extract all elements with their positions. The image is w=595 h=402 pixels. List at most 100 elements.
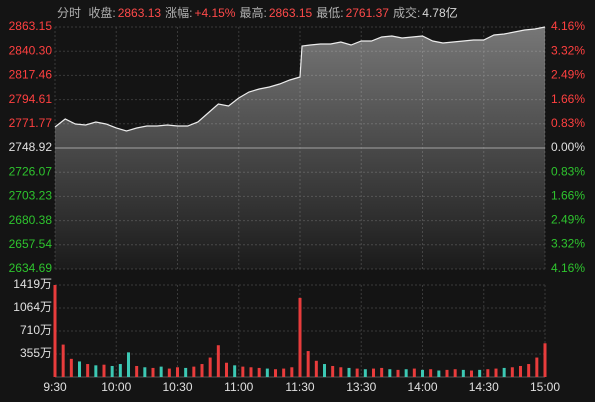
x-tick-label: 10:00 xyxy=(101,380,131,394)
volume-bar xyxy=(470,370,473,377)
volume-bar xyxy=(331,365,335,377)
volume-bar xyxy=(494,368,498,377)
stat-label: 收盘: xyxy=(88,6,116,20)
y2-tick-label: 0.83% xyxy=(551,116,585,130)
volume-bar xyxy=(192,366,196,377)
volume-bar xyxy=(225,362,228,377)
y2-tick-label: 3.32% xyxy=(551,237,585,251)
y2-tick-label: 4.16% xyxy=(551,19,585,33)
volume-bar xyxy=(61,344,65,377)
volume-bar xyxy=(274,369,277,377)
mode: 分时 xyxy=(57,6,82,20)
volume-bar xyxy=(86,364,90,377)
volume-bar xyxy=(404,369,408,377)
volume-bar xyxy=(396,369,400,377)
volume-bar xyxy=(265,368,269,377)
volume-bar xyxy=(94,365,98,377)
y-tick-label: 355万 xyxy=(20,346,52,360)
volume-bar xyxy=(437,370,441,377)
y2-tick-label: 2.49% xyxy=(551,68,585,82)
volume-bar xyxy=(216,345,220,377)
volume-bar xyxy=(257,367,261,377)
volume-bar xyxy=(167,368,171,377)
y-tick-label: 1419万 xyxy=(13,277,52,291)
volume-bar xyxy=(233,365,237,377)
volume-bar xyxy=(527,364,531,377)
y-tick-label: 2748.92 xyxy=(9,140,53,154)
volume-bar xyxy=(69,358,73,377)
volume-bar xyxy=(118,364,122,377)
volume-bar xyxy=(208,357,212,377)
volume-bar xyxy=(453,369,457,377)
volume-bar xyxy=(176,367,179,377)
volume-bar xyxy=(249,367,253,377)
stat-value: +4.15% xyxy=(194,6,236,20)
volume-bar xyxy=(298,297,302,377)
volume-bar xyxy=(143,367,147,377)
y2-tick-label: 3.32% xyxy=(551,44,585,58)
x-tick-label: 11:00 xyxy=(224,380,253,394)
volume-bar xyxy=(241,366,245,377)
header: 分时 收盘: 2863.13 涨幅: +4.15% 最高: 2863.15 最低: 2761.… xyxy=(57,4,462,21)
price-line xyxy=(54,26,546,132)
volume-bar xyxy=(478,369,482,377)
x-tick-label: 11:30 xyxy=(285,380,314,394)
volume-bar xyxy=(339,367,343,377)
volume-bar xyxy=(486,369,490,377)
stat-value: 2863.13 xyxy=(117,6,162,20)
stat-label: 最高: xyxy=(239,6,267,20)
volume-bar xyxy=(388,369,392,377)
volume-bar xyxy=(184,367,188,377)
volume-bar xyxy=(429,369,433,377)
volume-bar xyxy=(290,367,294,377)
x-tick-label: 14:30 xyxy=(469,380,499,394)
volume-bar xyxy=(151,367,155,377)
y-tick-label: 2840.30 xyxy=(9,43,53,57)
volume-bar xyxy=(535,357,539,377)
area-fill xyxy=(55,27,545,270)
y2-tick-label: 1.66% xyxy=(551,92,585,106)
volume-bar xyxy=(421,369,424,377)
x-tick-label: 9:30 xyxy=(43,380,67,394)
volume-bar xyxy=(102,364,106,377)
volume-bar xyxy=(200,364,204,377)
x-tick-label: 15:00 xyxy=(530,380,560,394)
stat-label: 成交: xyxy=(392,6,421,20)
x-tick-label: 14:00 xyxy=(407,380,437,394)
volume-bar xyxy=(502,367,506,377)
volume-bar xyxy=(135,365,139,377)
volume-bar xyxy=(323,364,326,377)
volume-bar xyxy=(159,366,163,377)
volume-bar xyxy=(363,369,367,377)
y-tick-label: 2794.61 xyxy=(9,92,53,106)
volume-bar xyxy=(412,368,416,377)
volume-bar xyxy=(461,369,465,377)
y2-tick-label: 0.83% xyxy=(551,164,585,178)
y-tick-label: 1064万 xyxy=(13,300,52,314)
stat-label: 最低: xyxy=(316,6,344,20)
y2-tick-label: 4.16% xyxy=(551,261,585,275)
y-tick-label: 2657.54 xyxy=(9,237,53,251)
stat-value: 2761.37 xyxy=(345,6,389,20)
volume-bar xyxy=(127,352,130,377)
y2-tick-label: 1.66% xyxy=(551,188,585,202)
volume-bar xyxy=(110,365,114,377)
stat-value: 4.78亿 xyxy=(422,6,458,20)
x-tick-label: 13:30 xyxy=(346,380,376,394)
y2-tick-label: 2.49% xyxy=(551,213,585,227)
volume-bar xyxy=(347,367,351,377)
volume-bar xyxy=(53,285,57,377)
volume-bar xyxy=(380,367,384,377)
y-tick-label: 2771.77 xyxy=(9,116,53,130)
x-tick-label: 10:30 xyxy=(162,380,192,394)
volume-bar xyxy=(510,367,514,377)
volume-bar xyxy=(306,351,310,377)
stat-label: 涨幅: xyxy=(165,6,193,20)
volume-bar xyxy=(519,365,522,377)
y-tick-label: 2863.15 xyxy=(9,19,53,33)
y-tick-label: 2726.07 xyxy=(9,164,53,178)
y-tick-label: 710万 xyxy=(20,323,52,337)
volume-bar xyxy=(372,368,375,377)
volume-bar xyxy=(282,368,286,377)
